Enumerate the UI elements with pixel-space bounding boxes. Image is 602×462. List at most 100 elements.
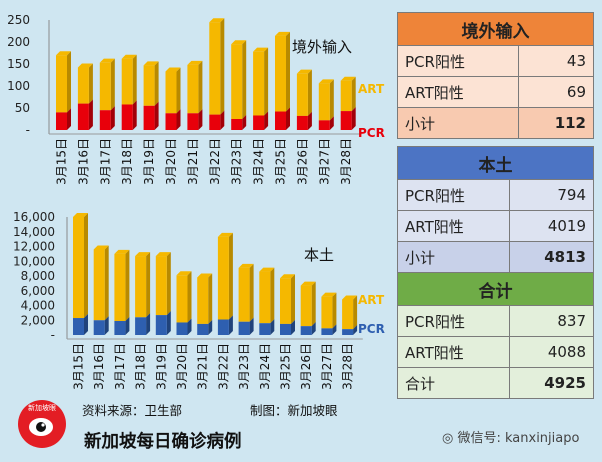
- bar-art: [318, 83, 330, 121]
- bar-art: [93, 249, 105, 321]
- bar-cap: [209, 18, 225, 23]
- table-row: PCR阳性 43: [396, 45, 594, 77]
- bar-side-art: [332, 292, 337, 329]
- bar-side-pcr: [228, 315, 233, 335]
- table-header: 本土: [397, 146, 594, 180]
- bar-side-pcr: [146, 313, 151, 335]
- watermark: ◎ 微信号: kanxinjiapo: [442, 427, 579, 446]
- row-label: PCR阳性: [396, 45, 520, 77]
- x-tick-label: 3月18日: [120, 138, 134, 185]
- bar-cap: [238, 263, 254, 268]
- bar-pcr: [56, 112, 67, 130]
- bar-pcr: [318, 120, 330, 130]
- bar-side-pcr: [154, 101, 159, 130]
- chart-title: 境外输入: [292, 38, 352, 56]
- legend-art: ART: [358, 82, 385, 96]
- bar-side-pcr: [208, 319, 213, 335]
- bar-pcr: [197, 323, 209, 335]
- bar-side-pcr: [84, 314, 88, 335]
- bar-side-art: [67, 51, 71, 113]
- bar-pcr: [217, 319, 229, 335]
- bar-art: [296, 73, 308, 116]
- bar-cap: [340, 76, 356, 81]
- x-tick-label: 3月23日: [237, 343, 251, 390]
- y-tick-label: 14,000: [13, 225, 55, 239]
- table-total-row: 合计 4925: [397, 367, 595, 399]
- bar-art: [259, 271, 271, 324]
- x-tick-label: 3月15日: [55, 138, 69, 185]
- bar-cap: [155, 252, 171, 257]
- bar-side-pcr: [176, 109, 181, 130]
- bar-cap: [176, 271, 192, 276]
- bar-side-art: [286, 31, 290, 112]
- bar-cap: [121, 54, 137, 59]
- table-header-row: 境外输入: [397, 12, 594, 46]
- bar-pcr: [209, 114, 221, 130]
- row-value: 794: [508, 179, 595, 211]
- x-tick-label: 3月21日: [196, 343, 210, 390]
- bar-pcr: [187, 113, 199, 130]
- chart-imported: 250 200 150 100 50 - 3月15日 3月16日 3月17日 3月18日 3月19日…: [7, 13, 385, 185]
- y-tick-label: 200: [7, 35, 30, 49]
- bar-cap: [296, 69, 312, 74]
- row-label: PCR阳性: [397, 305, 510, 337]
- bar-side-pcr: [332, 324, 337, 335]
- bar-side-art: [104, 245, 109, 321]
- bar-cap: [56, 51, 71, 56]
- table-row: PCR阳性 837: [397, 305, 595, 337]
- y-tick-label: -: [26, 123, 30, 137]
- bar-art: [209, 22, 221, 115]
- bar-art: [135, 256, 147, 318]
- y-tick-label: 16,000: [13, 210, 55, 224]
- bar-cap: [143, 61, 159, 66]
- bar-art: [165, 71, 177, 114]
- bar-side-art: [249, 263, 254, 322]
- bar-art: [187, 64, 199, 114]
- bar-cap: [321, 292, 337, 297]
- bar-side-pcr: [187, 318, 192, 335]
- bar-side-art: [146, 252, 151, 318]
- bar-cap: [93, 245, 109, 250]
- bar-side-pcr: [249, 317, 254, 335]
- x-tick-label: 3月17日: [98, 138, 112, 185]
- table-row: ART阳性 4088: [397, 336, 595, 368]
- bar-side-pcr: [88, 99, 93, 130]
- bar-art: [217, 236, 229, 320]
- table-total-row: 小计 4813: [397, 241, 595, 273]
- bar-side-pcr: [329, 116, 334, 130]
- bar-side-art: [110, 58, 115, 111]
- y-tick-label: 12,000: [13, 240, 55, 254]
- bar-side-art: [154, 61, 159, 106]
- row-label: ART阳性: [396, 76, 520, 108]
- bar-side-pcr: [166, 311, 171, 335]
- bar-cap: [77, 63, 93, 68]
- maker-credit: 制图：新加坡眼: [250, 403, 338, 418]
- bar-cap: [197, 273, 213, 278]
- bar-cap: [259, 267, 275, 272]
- bar-art: [340, 80, 352, 112]
- bar-art: [73, 217, 84, 319]
- bar-pcr: [77, 103, 89, 130]
- table-local: 本土 PCR阳性 794 ART阳性 4019 小计 4813: [397, 146, 595, 273]
- bar-side-art: [132, 54, 137, 105]
- bar-side-art: [125, 249, 130, 321]
- bar-cap: [318, 79, 334, 84]
- bar-art: [114, 253, 126, 321]
- bar-side-art: [187, 271, 192, 323]
- charts-area: 250 200 150 100 50 - 3月15日 3月16日 3月17日 3月18日 3月19日…: [7, 13, 385, 448]
- bar-pcr: [73, 318, 84, 335]
- x-tick-label: 3月28日: [341, 343, 355, 390]
- bar-cap: [165, 67, 181, 72]
- row-label: PCR阳性: [397, 179, 510, 211]
- bar-pcr: [275, 111, 286, 130]
- bar-art: [121, 58, 133, 105]
- x-tick-label: 3月20日: [164, 138, 178, 185]
- bar-side-art: [84, 213, 88, 319]
- bar-side-pcr: [351, 107, 356, 130]
- table-imported: 境外输入 PCR阳性 43 ART阳性 69 小计 112: [396, 12, 594, 139]
- bar-side-pcr: [132, 100, 137, 130]
- y-tick-label: 8,000: [21, 269, 55, 283]
- bar-art: [253, 51, 265, 116]
- bar-art: [342, 299, 354, 330]
- bar-cap: [342, 295, 358, 300]
